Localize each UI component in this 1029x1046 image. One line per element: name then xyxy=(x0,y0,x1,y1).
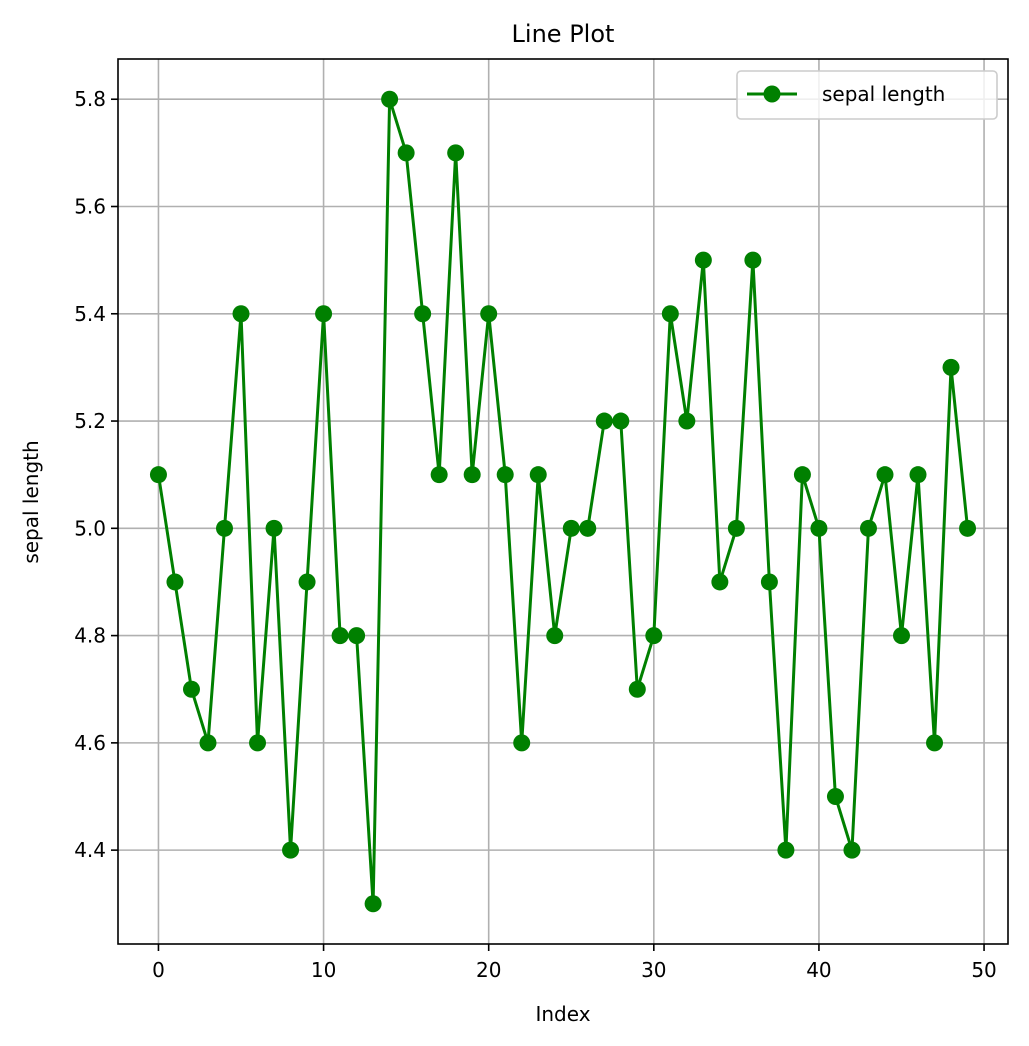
data-point xyxy=(612,412,630,430)
data-point xyxy=(480,305,498,323)
y-tick-label: 5.6 xyxy=(74,195,106,219)
data-point xyxy=(430,466,448,484)
data-point xyxy=(909,466,927,484)
data-point xyxy=(959,519,977,537)
ticks: 0 10 20 30 40 50 4.4 4.6 4.8 5.0 5.2 5.4 5.6 5.8 xyxy=(74,87,997,982)
x-tick-label: 10 xyxy=(311,958,336,982)
data-point xyxy=(315,305,333,323)
data-point xyxy=(744,251,762,269)
series-line xyxy=(156,97,970,906)
data-point xyxy=(793,466,811,484)
data-point xyxy=(166,573,184,591)
data-point xyxy=(414,305,432,323)
y-tick-label: 4.8 xyxy=(74,624,106,648)
data-point xyxy=(595,412,613,430)
data-point xyxy=(149,466,167,484)
legend: sepal length xyxy=(736,70,998,120)
plot-frame xyxy=(117,58,1009,945)
y-tick-label: 5.0 xyxy=(74,516,106,540)
data-point xyxy=(216,519,234,537)
data-point xyxy=(727,519,745,537)
data-point xyxy=(628,680,646,698)
data-point xyxy=(298,573,316,591)
data-point xyxy=(926,734,944,752)
data-point xyxy=(645,627,663,645)
data-point xyxy=(826,788,844,805)
x-tick-label: 40 xyxy=(806,958,831,982)
data-point xyxy=(843,841,861,859)
data-point xyxy=(529,466,547,484)
x-tick-label: 0 xyxy=(152,958,165,982)
data-point xyxy=(777,841,795,859)
data-point xyxy=(694,251,712,269)
y-tick-label: 4.6 xyxy=(74,731,106,755)
data-point xyxy=(496,466,514,484)
data-point xyxy=(892,627,910,645)
data-point xyxy=(397,144,415,162)
data-point xyxy=(876,466,894,484)
data-point xyxy=(711,573,729,591)
y-tick-label: 5.8 xyxy=(74,87,106,111)
data-point xyxy=(249,734,267,752)
x-tick-label: 50 xyxy=(971,958,996,982)
data-point xyxy=(579,519,597,537)
series-layer xyxy=(149,90,977,913)
data-point xyxy=(546,627,564,645)
data-point xyxy=(447,144,465,162)
data-point xyxy=(331,627,349,645)
data-point xyxy=(760,573,778,591)
data-point xyxy=(265,519,283,537)
x-axis-label: Index xyxy=(535,1002,590,1026)
data-point xyxy=(364,895,382,913)
y-tick-label: 5.2 xyxy=(74,409,106,433)
data-point xyxy=(678,412,696,430)
data-point xyxy=(859,519,877,537)
legend-box xyxy=(736,70,998,120)
data-point xyxy=(199,734,217,752)
data-point xyxy=(182,680,200,698)
chart-title: Line Plot xyxy=(512,20,615,48)
x-tick-label: 30 xyxy=(641,958,666,982)
data-point xyxy=(232,305,250,323)
data-point xyxy=(463,466,481,484)
y-tick-label: 4.4 xyxy=(74,838,106,862)
data-point xyxy=(348,627,366,645)
y-tick-label: 5.4 xyxy=(74,302,106,326)
legend-marker xyxy=(763,85,781,103)
data-point xyxy=(562,519,580,537)
data-point xyxy=(282,841,300,859)
legend-label: sepal length xyxy=(822,82,945,106)
data-point xyxy=(513,734,531,752)
x-tick-label: 20 xyxy=(476,958,501,982)
data-point xyxy=(810,519,828,537)
data-point xyxy=(942,358,960,376)
data-point xyxy=(661,305,679,323)
y-axis-label: sepal length xyxy=(19,440,43,563)
data-point xyxy=(381,90,399,108)
